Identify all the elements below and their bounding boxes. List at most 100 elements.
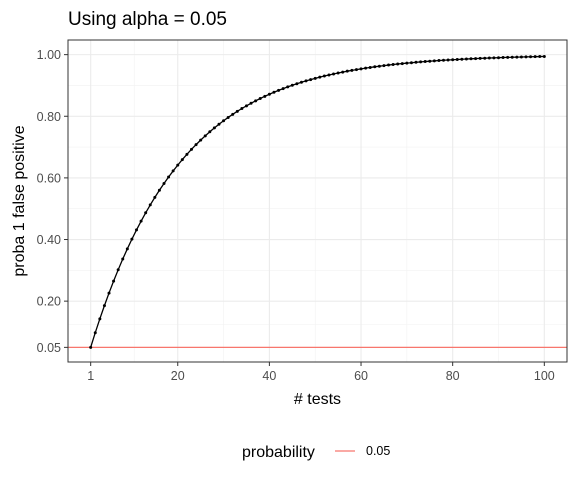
data-point xyxy=(135,228,138,232)
data-point xyxy=(492,56,496,60)
data-point xyxy=(208,130,212,134)
data-point xyxy=(89,345,93,349)
data-point xyxy=(299,80,303,84)
data-point xyxy=(506,55,510,59)
data-point xyxy=(474,57,478,61)
data-point xyxy=(345,69,349,73)
legend: probability 0.05 xyxy=(242,444,390,461)
data-point xyxy=(194,143,198,147)
data-point xyxy=(483,56,487,60)
data-point xyxy=(121,257,125,261)
data-point xyxy=(212,126,216,130)
data-point xyxy=(157,188,161,192)
data-point xyxy=(364,66,368,70)
data-point xyxy=(428,59,432,63)
data-point xyxy=(442,58,446,62)
data-point xyxy=(199,138,203,142)
data-point xyxy=(405,61,409,65)
data-point xyxy=(222,119,226,123)
legend-title: probability xyxy=(242,444,315,461)
data-point xyxy=(533,55,537,59)
data-point xyxy=(469,57,473,61)
data-point xyxy=(529,55,533,59)
data-point xyxy=(350,68,354,72)
data-point xyxy=(322,74,326,78)
chart-title: Using alpha = 0.05 xyxy=(68,9,227,30)
y-axis: 0.05 0.20 0.40 0.60 0.80 1.00 xyxy=(37,48,68,355)
data-point xyxy=(258,97,262,101)
data-point xyxy=(304,79,308,83)
data-point xyxy=(414,60,418,64)
data-point xyxy=(144,211,148,215)
data-point xyxy=(102,304,106,308)
data-point xyxy=(130,237,134,241)
data-point xyxy=(93,331,97,335)
plot-border xyxy=(67,39,568,363)
data-point xyxy=(295,82,299,86)
x-axis-title: # tests xyxy=(294,391,341,408)
data-point xyxy=(139,219,143,223)
x-tick-label: 100 xyxy=(534,369,555,383)
data-point xyxy=(396,62,400,66)
data-point xyxy=(217,122,221,126)
y-tick-label: 0.05 xyxy=(37,341,61,355)
data-point xyxy=(354,68,358,72)
data-point xyxy=(510,55,514,59)
data-point xyxy=(313,76,317,80)
y-tick-label: 0.20 xyxy=(37,295,61,309)
data-point xyxy=(400,62,404,66)
data-point xyxy=(437,59,441,63)
data-point xyxy=(286,85,290,89)
x-tick-label: 60 xyxy=(354,369,368,383)
data-point xyxy=(148,203,152,207)
data-point xyxy=(107,291,111,295)
data-point xyxy=(327,73,331,77)
data-point xyxy=(524,55,528,59)
grid-minor xyxy=(68,40,567,362)
x-tick-label: 20 xyxy=(171,369,185,383)
y-tick-label: 0.60 xyxy=(37,171,61,185)
data-point xyxy=(455,57,459,61)
series-line xyxy=(90,55,545,348)
data-point xyxy=(162,181,166,185)
data-point xyxy=(519,55,523,59)
data-point xyxy=(497,56,500,60)
data-point xyxy=(171,169,175,173)
data-point xyxy=(538,55,542,59)
data-point xyxy=(409,61,413,65)
y-tick-label: 0.40 xyxy=(37,233,61,247)
data-point xyxy=(263,94,267,98)
data-point xyxy=(501,56,505,60)
x-tick-label: 1 xyxy=(87,369,94,383)
data-point xyxy=(272,90,276,94)
data-point xyxy=(167,175,171,179)
data-point xyxy=(180,158,184,162)
data-point xyxy=(112,279,116,283)
data-point xyxy=(464,57,468,61)
data-point xyxy=(290,83,294,87)
data-point xyxy=(244,104,248,108)
data-point xyxy=(368,65,372,69)
data-point xyxy=(382,64,386,68)
data-point xyxy=(98,317,102,321)
series-points xyxy=(89,54,546,349)
x-axis: 1 20 40 60 80 100 xyxy=(87,362,555,383)
x-tick-label: 80 xyxy=(446,369,460,383)
data-point xyxy=(277,88,281,92)
data-point xyxy=(231,112,235,116)
data-point xyxy=(460,57,464,61)
data-point xyxy=(373,65,377,69)
data-point xyxy=(267,92,271,96)
data-point xyxy=(235,109,239,113)
data-point xyxy=(478,56,482,60)
data-point xyxy=(423,60,427,64)
data-point xyxy=(487,56,491,60)
data-point xyxy=(318,75,322,79)
data-point xyxy=(203,134,207,138)
data-point xyxy=(432,59,436,63)
data-point xyxy=(249,101,253,105)
legend-item-label: 0.05 xyxy=(366,444,390,458)
x-tick-label: 40 xyxy=(262,369,276,383)
y-tick-label: 1.00 xyxy=(37,48,61,62)
